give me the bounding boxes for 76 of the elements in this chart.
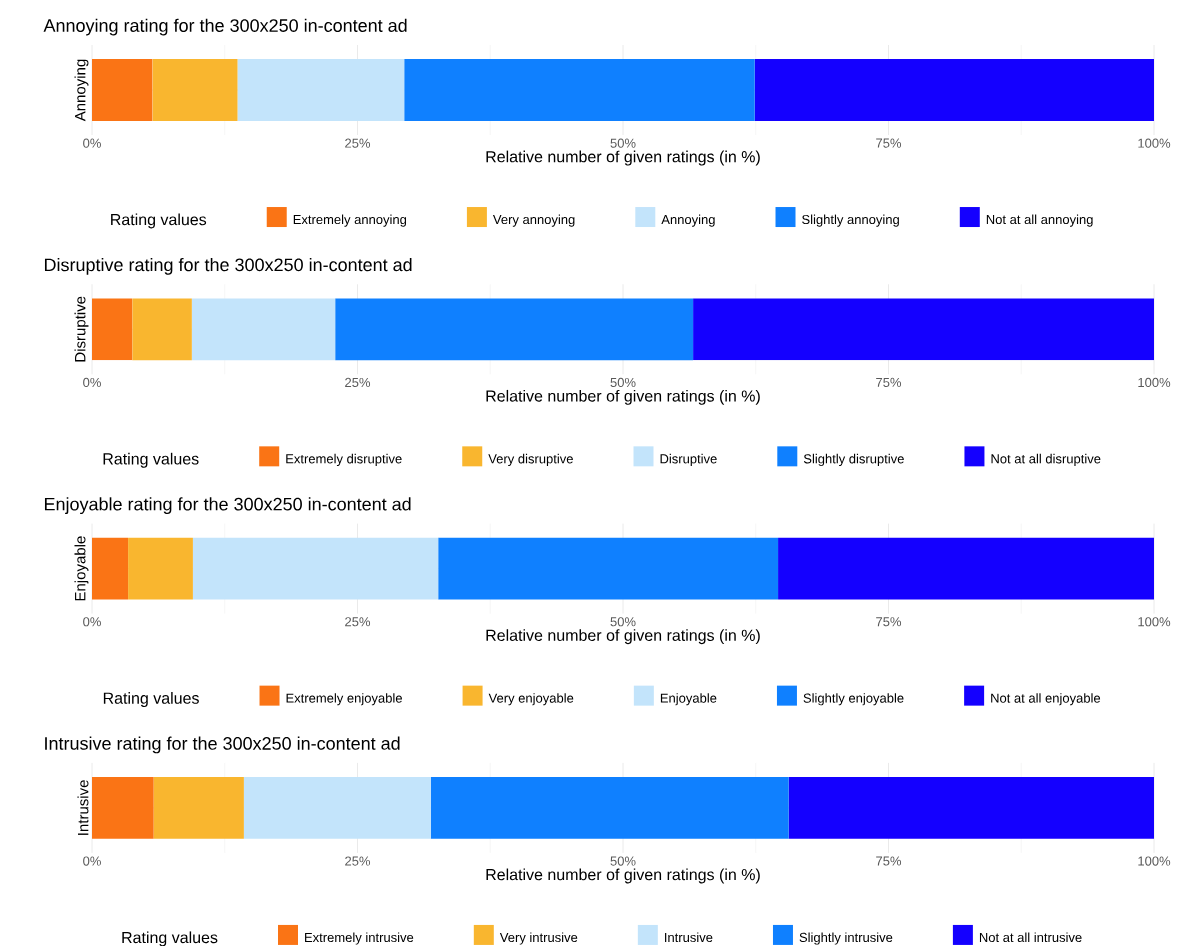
x-tick-label: 0% [83,138,101,148]
x-tick-label: 75% [876,856,902,866]
x-tick-label: 0% [83,856,101,866]
x-tick-label: 50% [610,138,636,148]
bar [430,777,789,839]
bar [404,59,755,121]
x-tick-label: 25% [345,617,371,627]
legend-label: Not at all annoying [986,214,1093,227]
bar [693,298,1155,361]
bar [335,298,694,361]
x-tick-label: 25% [345,856,371,866]
legend-label: Disruptive [660,453,717,466]
legend-label: Very annoying [492,214,575,227]
legend-label: Not at all disruptive [991,453,1101,466]
legend-label: Extremely annoying [293,214,407,227]
x-tick-label: 50% [610,377,636,388]
x-axis-title: Relative number of given ratings (in %) [486,150,760,166]
bar [778,537,1155,600]
chart-title: Enjoyable rating for the 300x250 in-content ad [44,497,411,515]
y-tick-label: Disruptive [74,296,89,362]
x-tick-label: 0% [83,617,101,627]
chart-title: Disruptive rating for the 300x250 in-content ad [44,257,412,275]
x-axis-title: Relative number of given ratings (in %) [486,868,760,884]
bar [152,59,238,121]
y-tick-label: Enjoyable [74,536,89,601]
legend-title: Rating values [103,692,199,708]
legend-label: Extremely disruptive [286,453,402,466]
bar [237,59,405,121]
legend-title: Rating values [103,452,199,468]
bar [192,537,439,600]
legend-label: Not at all enjoyable [991,693,1101,706]
x-axis-title: Relative number of given ratings (in %) [486,629,760,645]
bar [92,777,154,839]
bar [92,298,133,361]
legend-label: Very disruptive [488,453,573,466]
x-axis-title: Relative number of given ratings (in %) [486,389,760,405]
y-tick-label: Annoying [74,59,89,122]
x-tick-label: 75% [876,377,902,387]
bar [754,59,1155,121]
legend-label: Slightly annoying [802,214,899,227]
bar [243,777,431,839]
x-tick-label: 75% [876,138,902,148]
legend-label: Extremely enjoyable [286,693,402,706]
chart-title: Intrusive rating for the 300x250 in-content ad [45,736,400,754]
bar [92,59,153,121]
x-tick-label: 25% [345,377,371,388]
x-tick-label: 100% [1138,138,1171,148]
x-tick-label: 50% [610,617,636,627]
bar [438,537,779,600]
legend-label: Enjoyable [660,693,717,706]
x-tick-label: 25% [345,138,371,148]
legend-label: Annoying [661,214,715,227]
legend-label: Slightly disruptive [803,453,904,466]
x-tick-label: 100% [1138,617,1171,627]
x-tick-label: 50% [610,856,636,866]
legend-label: Slightly enjoyable [803,693,904,706]
x-tick-label: 100% [1138,377,1171,388]
x-tick-label: 0% [83,377,101,388]
legend-label: Slightly intrusive [799,932,893,945]
legend-label: Intrusive [665,932,713,943]
legend-label: Not at all intrusive [979,932,1082,943]
legend-title: Rating values [122,931,218,946]
bar [132,298,192,361]
bar [191,298,336,361]
bar [92,537,129,600]
legend-label: Very enjoyable [488,693,574,706]
x-tick-label: 100% [1138,856,1171,866]
legend-label: Extremely intrusive [305,932,414,945]
y-tick-label: Intrusive [77,780,89,835]
bar [788,777,1155,839]
legend-label: Very intrusive [499,932,578,945]
chart-title: Annoying rating for the 300x250 in-content ad [43,18,407,36]
bar [128,537,193,600]
bar [153,777,244,839]
x-tick-label: 75% [876,617,902,627]
legend-title: Rating values [111,213,207,229]
